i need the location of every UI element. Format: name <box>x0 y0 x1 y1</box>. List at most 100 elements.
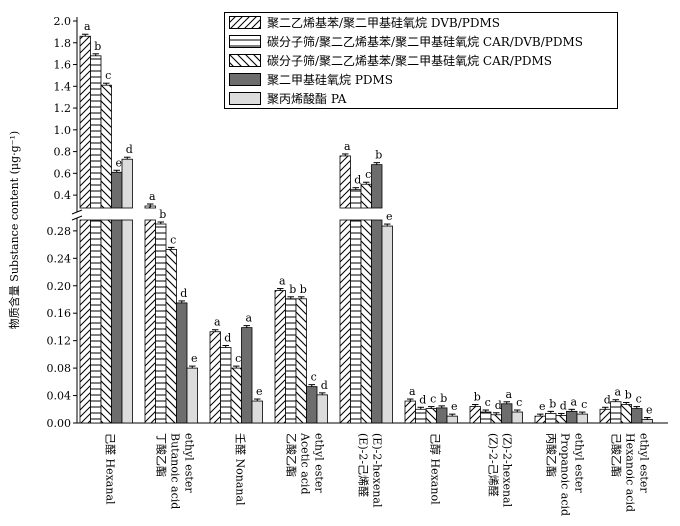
x-tick-label-line: 壬醛 Nonanal <box>233 433 247 506</box>
bar <box>295 298 307 424</box>
legend-swatch <box>229 92 261 105</box>
bar <box>230 367 242 424</box>
significance-letter: c <box>581 398 587 411</box>
x-tick-label-line: Acetic acid <box>298 432 311 495</box>
axes: 0.00 0.04 0.08 0.12 0.16 0.20 0.24 0.28 0.4 0.6 0.… <box>47 15 668 516</box>
y-tick-label: 0.08 <box>47 362 72 375</box>
bar <box>360 183 372 209</box>
bar <box>241 327 253 424</box>
bar <box>576 413 588 424</box>
x-tick-label-line: Hexanoic acid <box>623 433 636 512</box>
bar <box>490 414 502 424</box>
x-tick-label-line: (Z)-2-己烯醛 <box>486 433 500 497</box>
significance-letter: b <box>94 40 101 53</box>
significance-letter: c <box>485 396 491 409</box>
x-tick-label-line: Propanoic acid <box>558 433 571 516</box>
significance-letter: c <box>170 233 176 246</box>
bar <box>534 415 546 424</box>
y-axis-label: 物质含量 Substance content (μg·g⁻¹) <box>7 131 21 329</box>
significance-letter: c <box>516 396 522 409</box>
x-tick-label: (E)-2-己烯醛 (E)-2-hexenal <box>356 433 383 508</box>
significance-letter: a <box>344 140 351 153</box>
x-tick-label-line: 己醛 Hexanal <box>103 433 117 505</box>
bar <box>339 219 351 424</box>
legend-item: 碳分子筛/聚二乙烯基苯/聚二甲基硅氧烷 CAR/PDMS <box>225 51 617 70</box>
axis-break-mark <box>71 209 83 215</box>
significance-letter: c <box>311 371 317 384</box>
significance-letter: d <box>180 287 187 300</box>
bar <box>599 408 611 424</box>
bar <box>501 403 513 424</box>
y-tick-label: 1.2 <box>54 102 72 115</box>
bar <box>350 219 362 424</box>
significance-letter: e <box>646 404 653 417</box>
legend-swatch <box>229 35 261 48</box>
bar <box>274 290 286 424</box>
significance-letter: a <box>279 275 286 288</box>
significance-letter: e <box>451 400 458 413</box>
legend-swatch <box>229 16 261 29</box>
bar <box>90 55 102 209</box>
bar <box>316 394 328 424</box>
bar <box>631 408 643 424</box>
legend-item: 碳分子筛/聚二乙烯基苯/聚二甲基硅氧烷 CAR/DVB/PDMS <box>225 32 617 51</box>
significance-letter: e <box>191 352 198 365</box>
y-tick-label: 0.16 <box>47 307 72 320</box>
bar <box>381 225 393 424</box>
x-tick-label: 己醛 Hexanal <box>103 433 117 505</box>
legend-label: 聚丙烯酸酯 PA <box>267 92 347 106</box>
bar <box>371 219 383 424</box>
significance-letter: b <box>474 391 481 404</box>
legend-label: 聚二甲基硅氧烷 PDMS <box>267 73 394 87</box>
y-tick-label: 0.28 <box>47 225 72 238</box>
x-tick-label: 己酸乙酯 Hexanoic acid ethyl ester <box>609 433 650 512</box>
x-tick-label: (Z)-2-己烯醛 (Z)-2-hexenal <box>486 433 513 508</box>
significance-letter: e <box>539 400 546 413</box>
significance-letter: d <box>560 399 567 412</box>
x-tick-label: 乙酸乙酯 Acetic acid ethyl ester <box>284 432 325 495</box>
bar <box>220 347 232 424</box>
significance-letter: d <box>321 379 328 392</box>
significance-letter: c <box>636 393 642 406</box>
legend-label: 聚二乙烯基苯/聚二甲基硅氧烷 DVB/PDMS <box>267 16 500 30</box>
x-tick-label-line: ethyl ester <box>637 433 650 493</box>
bar <box>469 406 481 424</box>
bar <box>641 419 653 424</box>
y-tick-label: 0.8 <box>54 146 72 159</box>
y-tick-label: 2.0 <box>54 15 72 28</box>
x-tick-label-line: (Z)-2-hexenal <box>500 433 513 508</box>
bar <box>371 164 383 209</box>
bar <box>339 155 351 209</box>
bar <box>176 302 188 424</box>
significance-letter: a <box>409 385 416 398</box>
y-tick-label: 1.6 <box>54 59 72 72</box>
significance-letter: e <box>256 385 263 398</box>
bar <box>436 407 448 424</box>
y-tick-label: 0.00 <box>47 417 72 430</box>
significance-letter: b <box>440 392 447 405</box>
bar <box>90 219 102 424</box>
significance-letter: c <box>105 69 111 82</box>
significance-letter: e <box>386 210 393 223</box>
y-tick-label: 0.24 <box>47 252 72 265</box>
significance-letter: d <box>354 174 361 187</box>
bar <box>555 415 567 424</box>
significance-letter: d <box>419 393 426 406</box>
significance-letter: c <box>430 393 436 406</box>
significance-letter: a <box>505 388 512 401</box>
legend-label: 碳分子筛/聚二乙烯基苯/聚二甲基硅氧烷 CAR/DVB/PDMS <box>267 35 583 49</box>
y-tick-label: 0.04 <box>47 390 72 403</box>
x-tick-label-line: 乙酸乙酯 <box>284 433 298 477</box>
bar <box>610 401 622 424</box>
significance-letter: b <box>300 283 307 296</box>
significance-letter: a <box>614 386 621 399</box>
bar <box>251 400 263 424</box>
bar <box>144 219 156 424</box>
x-tick-label: 丁酸乙酯 Butanoic acid ethyl ester <box>154 433 195 509</box>
x-tick-label-line: 己醇 Hexanol <box>428 433 442 505</box>
significance-letter: b <box>549 397 556 410</box>
significance-letter: a <box>84 20 91 33</box>
legend-swatch <box>229 73 261 86</box>
bar <box>511 411 523 424</box>
x-tick-label-line: (E)-2-己烯醛 <box>356 433 370 497</box>
